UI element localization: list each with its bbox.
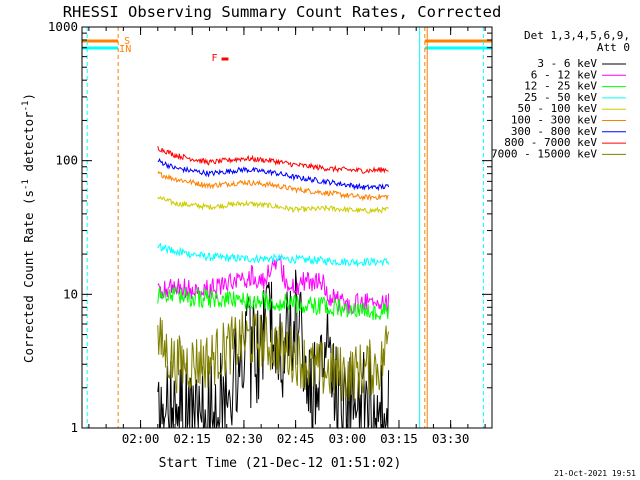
- flag-label-s: S: [124, 36, 130, 47]
- legend-label: 300 - 800 keV: [511, 125, 597, 138]
- legend-label: 3 - 6 keV: [537, 57, 597, 70]
- x-tick-label: 03:00: [328, 431, 366, 446]
- x-tick-label: 02:45: [277, 431, 315, 446]
- legend-label: 800 - 7000 keV: [504, 136, 597, 149]
- chart-title: RHESSI Observing Summary Count Rates, Co…: [63, 3, 502, 21]
- x-axis-label: Start Time (21-Dec-12 01:51:02): [159, 456, 402, 471]
- series-12-25-kev-line: [157, 285, 390, 321]
- flag-label-in: IN: [119, 44, 131, 55]
- series-50-100-kev-line: [157, 195, 389, 214]
- series-7000-15000-kev-line: [157, 311, 390, 402]
- legend-label: 7000 - 15000 keV: [491, 147, 597, 160]
- y-tick-label: 10: [63, 286, 78, 301]
- legend-label: 100 - 300 keV: [511, 114, 597, 127]
- x-tick-label: 02:30: [225, 431, 263, 446]
- axes: 02:00 02:15 02:30 02:45 03:00 03:15 03:30 1 10 10…: [48, 19, 493, 446]
- legend-label: 25 - 50 keV: [524, 91, 597, 104]
- series-100-300-kev-line: [157, 170, 389, 202]
- plot-area: SIN F: [82, 27, 492, 430]
- series-25-50-kev-line: [157, 243, 390, 268]
- legend-title-1: Det 1,3,4,5,6,9,: [524, 29, 630, 42]
- timestamp: 21-Oct-2021 19:51: [554, 469, 636, 478]
- legend-label: 50 - 100 keV: [518, 102, 598, 115]
- legend-label: 12 - 25 keV: [524, 80, 597, 93]
- legend-label: 6 - 12 keV: [531, 68, 598, 81]
- y-tick-label: 100: [55, 153, 78, 168]
- x-tick-label: 02:00: [122, 431, 160, 446]
- x-tick-label: 02:15: [173, 431, 211, 446]
- y-tick-label: 1: [70, 420, 78, 435]
- flag-label-f: F: [212, 53, 218, 64]
- x-tick-label: 03:15: [380, 431, 418, 446]
- plot-frame: [81, 26, 493, 429]
- series-800-7000-kev-line: [157, 146, 389, 174]
- series-300-800-kev-line: [157, 157, 390, 192]
- y-axis-label: Corrected Count Rate (s-1 detector-1): [21, 93, 36, 363]
- y-tick-label: 1000: [48, 19, 78, 34]
- legend-title-2: Att 0: [597, 41, 630, 54]
- x-tick-label: 03:30: [432, 431, 470, 446]
